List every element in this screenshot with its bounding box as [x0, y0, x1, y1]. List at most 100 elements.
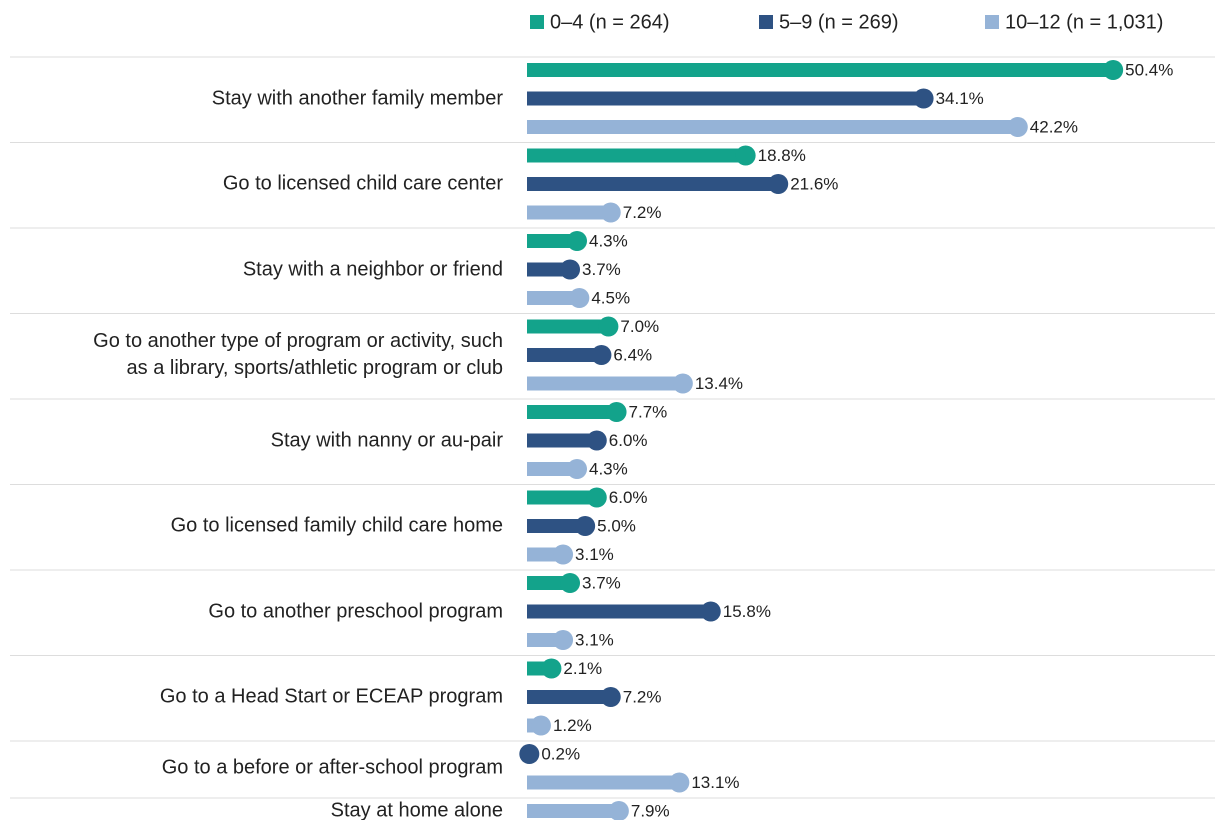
- value-label: 0.2%: [541, 744, 580, 763]
- bar: [527, 259, 581, 280]
- value-label: 7.0%: [620, 317, 659, 336]
- value-label: 13.1%: [691, 773, 739, 792]
- bar-end: [600, 687, 621, 707]
- bar: [527, 772, 690, 793]
- legend-swatch: [530, 15, 544, 29]
- bar-end: [519, 744, 540, 764]
- bar: [527, 715, 551, 736]
- bar: [527, 316, 619, 337]
- bar-stem: [527, 177, 779, 191]
- bar-end: [586, 487, 607, 508]
- value-label: 3.7%: [582, 260, 621, 279]
- bar-stem: [527, 462, 578, 476]
- value-label: 50.4%: [1125, 60, 1173, 79]
- bar: [527, 402, 627, 422]
- bar: [527, 430, 607, 451]
- bar-stem: [527, 234, 578, 248]
- category-label: Go to licensed family child care home: [170, 514, 503, 537]
- bar-end: [591, 345, 612, 365]
- bar-stem: [527, 262, 571, 277]
- bar: [527, 288, 590, 308]
- bar: [527, 145, 756, 166]
- bar-stem: [527, 519, 586, 533]
- bar: [527, 658, 562, 679]
- bar-end: [569, 288, 590, 308]
- bar: [527, 117, 1028, 137]
- bar-end: [913, 88, 934, 109]
- value-label: 15.8%: [723, 602, 771, 621]
- bar: [527, 373, 693, 394]
- bar: [527, 487, 607, 508]
- bar-end: [598, 316, 619, 337]
- bar-end: [560, 573, 581, 593]
- bar: [527, 202, 621, 223]
- category-label: Stay with a neighbor or friend: [242, 258, 503, 280]
- bar-end: [567, 459, 588, 479]
- bar-stem: [527, 63, 1114, 77]
- bar: [527, 231, 588, 251]
- value-label: 13.4%: [695, 374, 743, 393]
- bar-end: [575, 516, 596, 536]
- value-label: 3.1%: [575, 630, 614, 649]
- bar-stem: [527, 433, 597, 448]
- bar-end: [608, 801, 629, 820]
- legend-label: 5–9 (n = 269): [779, 11, 899, 33]
- bar-stem: [527, 348, 602, 362]
- category-label: Stay with nanny or au-pair: [270, 429, 503, 451]
- value-label: 7.2%: [623, 203, 662, 222]
- value-label: 7.7%: [629, 402, 668, 421]
- bar: [527, 516, 596, 536]
- bar: [527, 88, 934, 109]
- bar-stem: [527, 804, 619, 818]
- bar-end: [1007, 117, 1028, 137]
- bar: [527, 573, 581, 593]
- bar-end: [700, 601, 721, 622]
- legend-label: 10–12 (n = 1,031): [1005, 11, 1163, 33]
- bar: [527, 345, 612, 365]
- value-label: 6.0%: [609, 431, 648, 450]
- bar: [527, 801, 629, 820]
- bar-end: [1103, 60, 1124, 80]
- value-label: 2.1%: [563, 659, 602, 678]
- bar-stem: [527, 319, 609, 334]
- category-label: Go to another preschool program: [208, 600, 503, 622]
- bar-end: [530, 715, 551, 736]
- value-label: 3.7%: [582, 573, 621, 592]
- value-label: 6.4%: [613, 345, 652, 364]
- bar: [527, 459, 588, 479]
- category-label: Go to another type of program or activit…: [93, 330, 503, 379]
- bar-end: [560, 259, 581, 280]
- bar-end: [768, 174, 789, 194]
- value-label: 7.2%: [623, 687, 662, 706]
- bar-stem: [527, 490, 597, 505]
- bar-end: [600, 202, 621, 223]
- value-label: 34.1%: [936, 89, 984, 108]
- value-label: 1.2%: [553, 716, 592, 735]
- bar-stem: [527, 376, 683, 391]
- value-label: 21.6%: [790, 174, 838, 193]
- bar: [527, 60, 1124, 80]
- bar-stem: [527, 604, 711, 619]
- bar-end: [669, 772, 690, 793]
- bar-stem: [527, 405, 617, 419]
- value-label: 6.0%: [609, 488, 648, 507]
- value-label: 18.8%: [758, 146, 806, 165]
- bar-end: [553, 630, 574, 650]
- bar-stem: [527, 690, 611, 704]
- bar-end: [541, 658, 562, 679]
- bar-end: [567, 231, 588, 251]
- bar: [527, 687, 621, 707]
- bar-end: [735, 145, 756, 166]
- legend-swatch: [985, 15, 999, 29]
- bar-end: [672, 373, 693, 394]
- bar-stem: [527, 91, 924, 106]
- value-label: 3.1%: [575, 545, 614, 564]
- bar-end: [586, 430, 607, 451]
- bar: [519, 744, 540, 764]
- bar-end: [553, 544, 574, 565]
- bar: [527, 601, 721, 622]
- bar-stem: [527, 291, 580, 305]
- value-label: 4.3%: [589, 459, 628, 478]
